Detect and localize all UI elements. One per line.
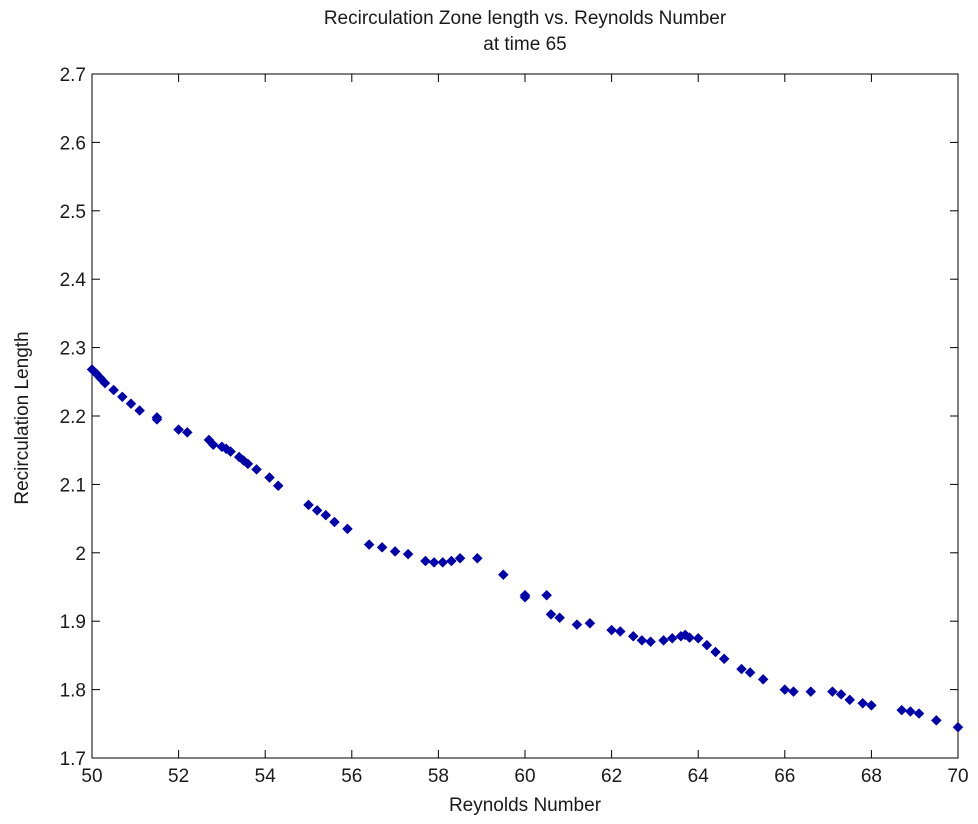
chart-title: Recirculation Zone length vs. Reynolds N… — [324, 8, 727, 29]
data-point — [930, 715, 942, 726]
x-tick-label: 56 — [341, 766, 362, 787]
data-point — [376, 541, 388, 553]
data-point — [272, 480, 284, 492]
data-point — [454, 552, 466, 564]
data-point — [866, 699, 877, 711]
data-point — [342, 523, 353, 535]
data-point — [905, 706, 916, 717]
data-point — [757, 673, 769, 685]
data-point — [207, 439, 219, 451]
data-point — [779, 684, 791, 695]
data-point — [827, 686, 838, 698]
data-point — [519, 591, 531, 603]
x-tick-label: 68 — [861, 766, 882, 787]
data-point — [181, 427, 193, 438]
data-point — [744, 667, 756, 678]
data-point — [805, 686, 817, 698]
data-point — [541, 589, 553, 601]
x-tick-label: 70 — [947, 766, 968, 787]
plot-area-frame — [91, 73, 959, 759]
data-point — [718, 653, 730, 665]
x-tick-label: 50 — [81, 766, 102, 787]
y-tick-label: 2.5 — [60, 202, 86, 223]
data-point — [736, 663, 747, 675]
data-point — [225, 446, 236, 457]
data-point — [684, 632, 695, 643]
data-point — [952, 721, 964, 733]
data-point — [701, 639, 713, 651]
data-point — [636, 634, 648, 646]
y-tick-label: 2.2 — [60, 407, 86, 428]
data-point — [645, 636, 656, 648]
data-point — [472, 552, 483, 564]
axis-ticks: 50 52 54 56 58 60 62 64 66 68 70 1.7 1.8 1.9 2 2.1 2.2 2.… — [60, 65, 969, 787]
data-point — [173, 424, 184, 436]
data-point — [545, 609, 557, 620]
data-point — [402, 548, 414, 560]
data-point — [788, 686, 799, 698]
data-point — [692, 632, 704, 644]
data-point — [857, 697, 869, 709]
data-point — [554, 612, 565, 624]
chart-subtitle: at time 65 — [483, 34, 566, 55]
data-point — [627, 630, 639, 642]
data-point — [658, 634, 669, 646]
x-tick-label: 54 — [255, 766, 277, 787]
data-point — [571, 619, 583, 630]
y-tick-label: 2 — [75, 544, 86, 565]
data-point — [913, 708, 925, 719]
data-point — [666, 632, 678, 644]
y-tick-label: 2.1 — [60, 475, 86, 496]
data-point — [329, 516, 340, 528]
data-point — [311, 505, 323, 516]
x-tick-label: 64 — [688, 766, 710, 787]
y-tick-label: 2.4 — [60, 270, 87, 291]
data-point — [606, 624, 617, 636]
data-point — [116, 391, 128, 403]
y-tick-label: 1.9 — [60, 612, 86, 633]
data-point — [264, 472, 275, 483]
data-point — [497, 569, 509, 581]
data-point — [303, 499, 314, 511]
y-tick-label: 2.3 — [60, 339, 86, 360]
data-points — [86, 364, 964, 733]
data-point — [446, 555, 457, 567]
y-tick-label: 1.8 — [60, 681, 86, 702]
y-tick-label: 1.7 — [60, 749, 86, 770]
data-point — [134, 405, 145, 416]
x-tick-label: 66 — [774, 766, 795, 787]
y-tick-label: 2.6 — [60, 133, 86, 154]
y-axis-label: Recirculation Length — [12, 331, 33, 504]
x-tick-label: 58 — [428, 766, 449, 787]
data-point — [242, 458, 254, 470]
data-point — [835, 689, 847, 700]
data-point — [428, 557, 440, 568]
x-tick-label: 60 — [514, 766, 535, 787]
data-point — [420, 555, 431, 567]
y-tick-label: 2.7 — [60, 65, 86, 86]
data-point — [99, 377, 111, 389]
data-point — [710, 646, 721, 658]
data-point — [584, 617, 596, 629]
x-axis-label: Reynolds Number — [449, 795, 602, 816]
data-point — [614, 626, 626, 637]
data-point — [437, 557, 449, 568]
data-point — [320, 509, 332, 521]
data-point — [389, 546, 401, 557]
data-point — [844, 694, 856, 706]
data-point — [896, 704, 908, 716]
data-point — [363, 539, 375, 550]
data-point — [125, 398, 137, 410]
data-point — [251, 463, 262, 475]
data-point — [108, 384, 120, 396]
x-tick-label: 62 — [601, 766, 622, 787]
x-tick-label: 52 — [168, 766, 189, 787]
data-point — [151, 414, 163, 425]
